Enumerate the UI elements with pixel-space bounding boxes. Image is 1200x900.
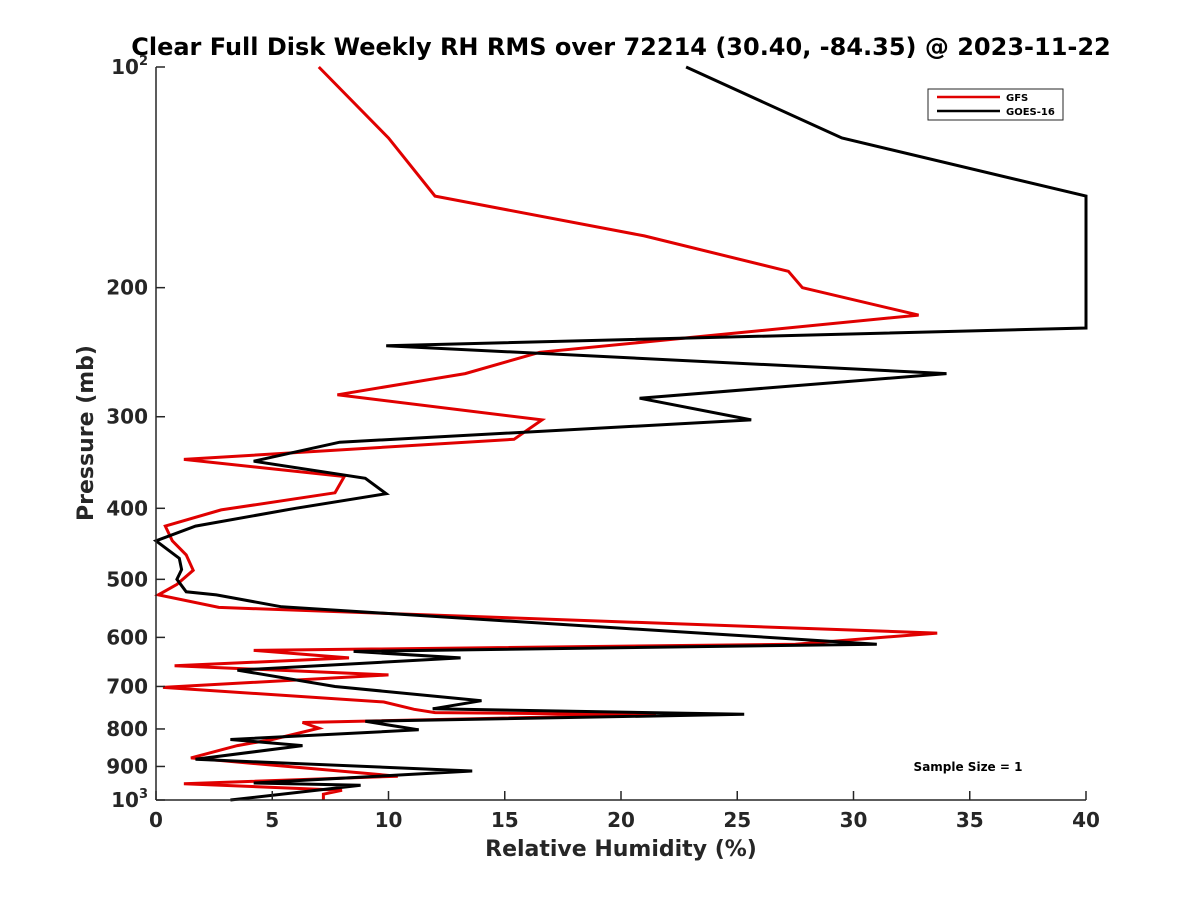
x-tick-label: 20 — [607, 808, 635, 832]
y-tick-label: 300 — [106, 405, 148, 429]
chart-title: Clear Full Disk Weekly RH RMS over 72214… — [131, 33, 1111, 61]
series-group — [152, 65, 1088, 802]
y-tick-label: 600 — [106, 625, 148, 649]
legend-label-gfs: GFS — [1006, 93, 1028, 104]
x-tick-label: 15 — [491, 808, 519, 832]
sample-size-annotation: Sample Size = 1 — [914, 760, 1023, 774]
x-axis-label: Relative Humidity (%) — [485, 837, 757, 862]
y-tick-label: 200 — [106, 276, 148, 300]
y-tick-label: 800 — [106, 717, 148, 741]
legend: GFS GOES-16 — [927, 88, 1064, 121]
series-line-goes16 — [152, 65, 1088, 802]
y-axis-label: Pressure (mb) — [74, 345, 99, 521]
y-tick-label: 400 — [106, 496, 148, 520]
y-tick-label: 102 — [111, 54, 148, 79]
legend-box — [927, 88, 1064, 121]
y-ticks: 102 200 300 400 500 600 700 800 900 103 — [106, 54, 165, 812]
y-tick-label: 500 — [106, 567, 148, 591]
legend-label-goes16: GOES-16 — [1006, 107, 1055, 118]
x-ticks: 0 5 10 15 20 25 30 35 40 — [149, 791, 1100, 832]
x-tick-label: 5 — [265, 808, 279, 832]
x-tick-label: 30 — [840, 808, 868, 832]
x-tick-label: 40 — [1072, 808, 1100, 832]
y-tick-label: 700 — [106, 674, 148, 698]
y-tick-label: 900 — [106, 754, 148, 778]
x-tick-label: 0 — [149, 808, 163, 832]
y-tick-label: 103 — [111, 787, 148, 812]
plot-area — [156, 67, 1086, 800]
x-tick-label: 35 — [956, 808, 984, 832]
x-tick-label: 25 — [723, 808, 751, 832]
x-tick-label: 10 — [375, 808, 403, 832]
